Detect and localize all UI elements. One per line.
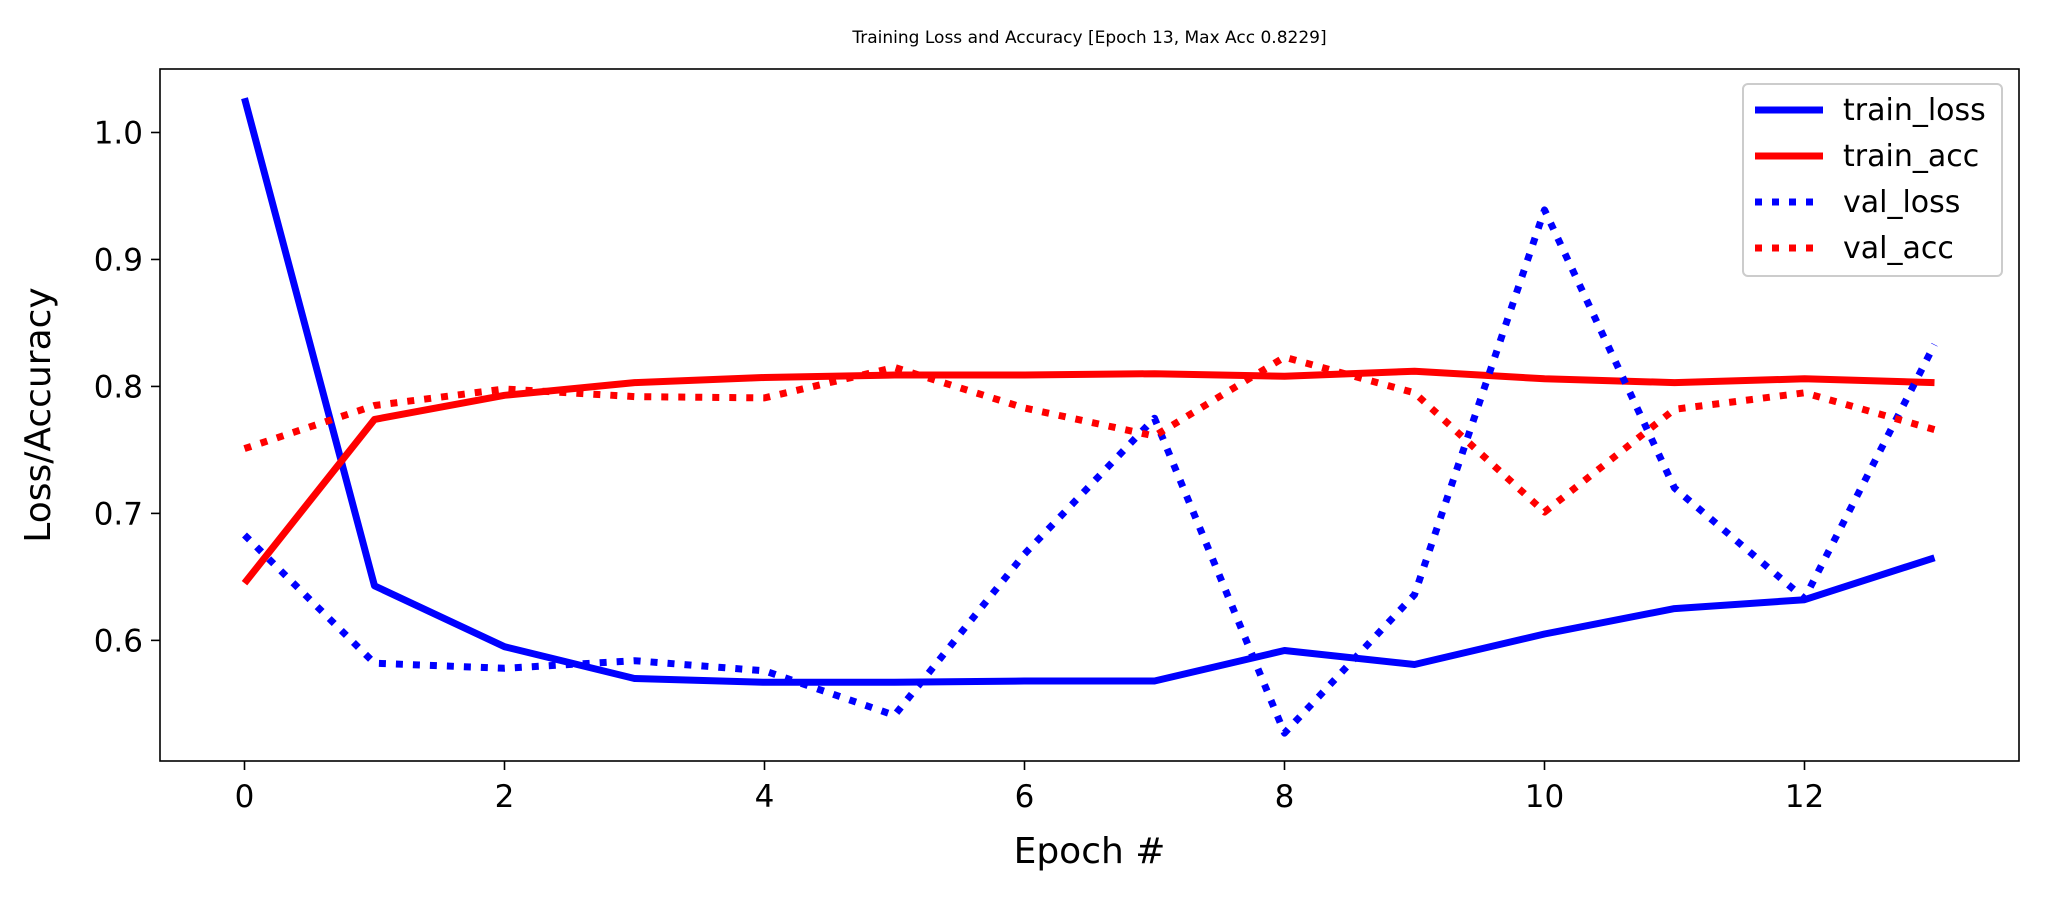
y-tick-label: 0.8 [94, 369, 143, 405]
plot-frame [159, 68, 2020, 762]
x-tick-label: 6 [1015, 779, 1035, 815]
y-tick-label: 0.6 [94, 623, 143, 659]
y-tick-label: 0.7 [94, 496, 143, 532]
x-tick-label: 8 [1275, 779, 1295, 815]
y-tick-label: 1.0 [94, 115, 143, 151]
series-line-train-acc [241, 367, 1935, 586]
series-line-train-loss [241, 97, 1936, 686]
legend: train_loss train_acc val_loss val_acc [1742, 83, 2003, 277]
legend-label: val_loss [1843, 185, 1960, 220]
legend-label: train_acc [1843, 139, 1979, 174]
x-axis: 0 2 4 6 8 10 12 [235, 761, 1824, 815]
chart-title: Training Loss and Accuracy [Epoch 13, Ma… [851, 28, 1326, 48]
x-tick-label: 12 [1785, 779, 1824, 815]
x-tick-label: 10 [1525, 779, 1564, 815]
legend-label: train_loss [1843, 93, 1986, 128]
legend-box [1742, 83, 2003, 277]
x-axis-label: Epoch # [1014, 831, 1166, 872]
series-line-val-acc [243, 353, 1936, 516]
x-tick-label: 0 [235, 779, 255, 815]
series-layer [241, 97, 1938, 737]
legend-label: val_acc [1843, 231, 1954, 266]
y-axis: 0.6 0.7 0.8 0.9 1.0 [94, 115, 160, 659]
x-tick-label: 4 [755, 779, 775, 815]
y-tick-label: 0.9 [94, 242, 143, 278]
series-line-val-loss [242, 206, 1938, 737]
y-axis-label: Loss/Accuracy [18, 287, 59, 542]
x-tick-label: 2 [495, 779, 515, 815]
